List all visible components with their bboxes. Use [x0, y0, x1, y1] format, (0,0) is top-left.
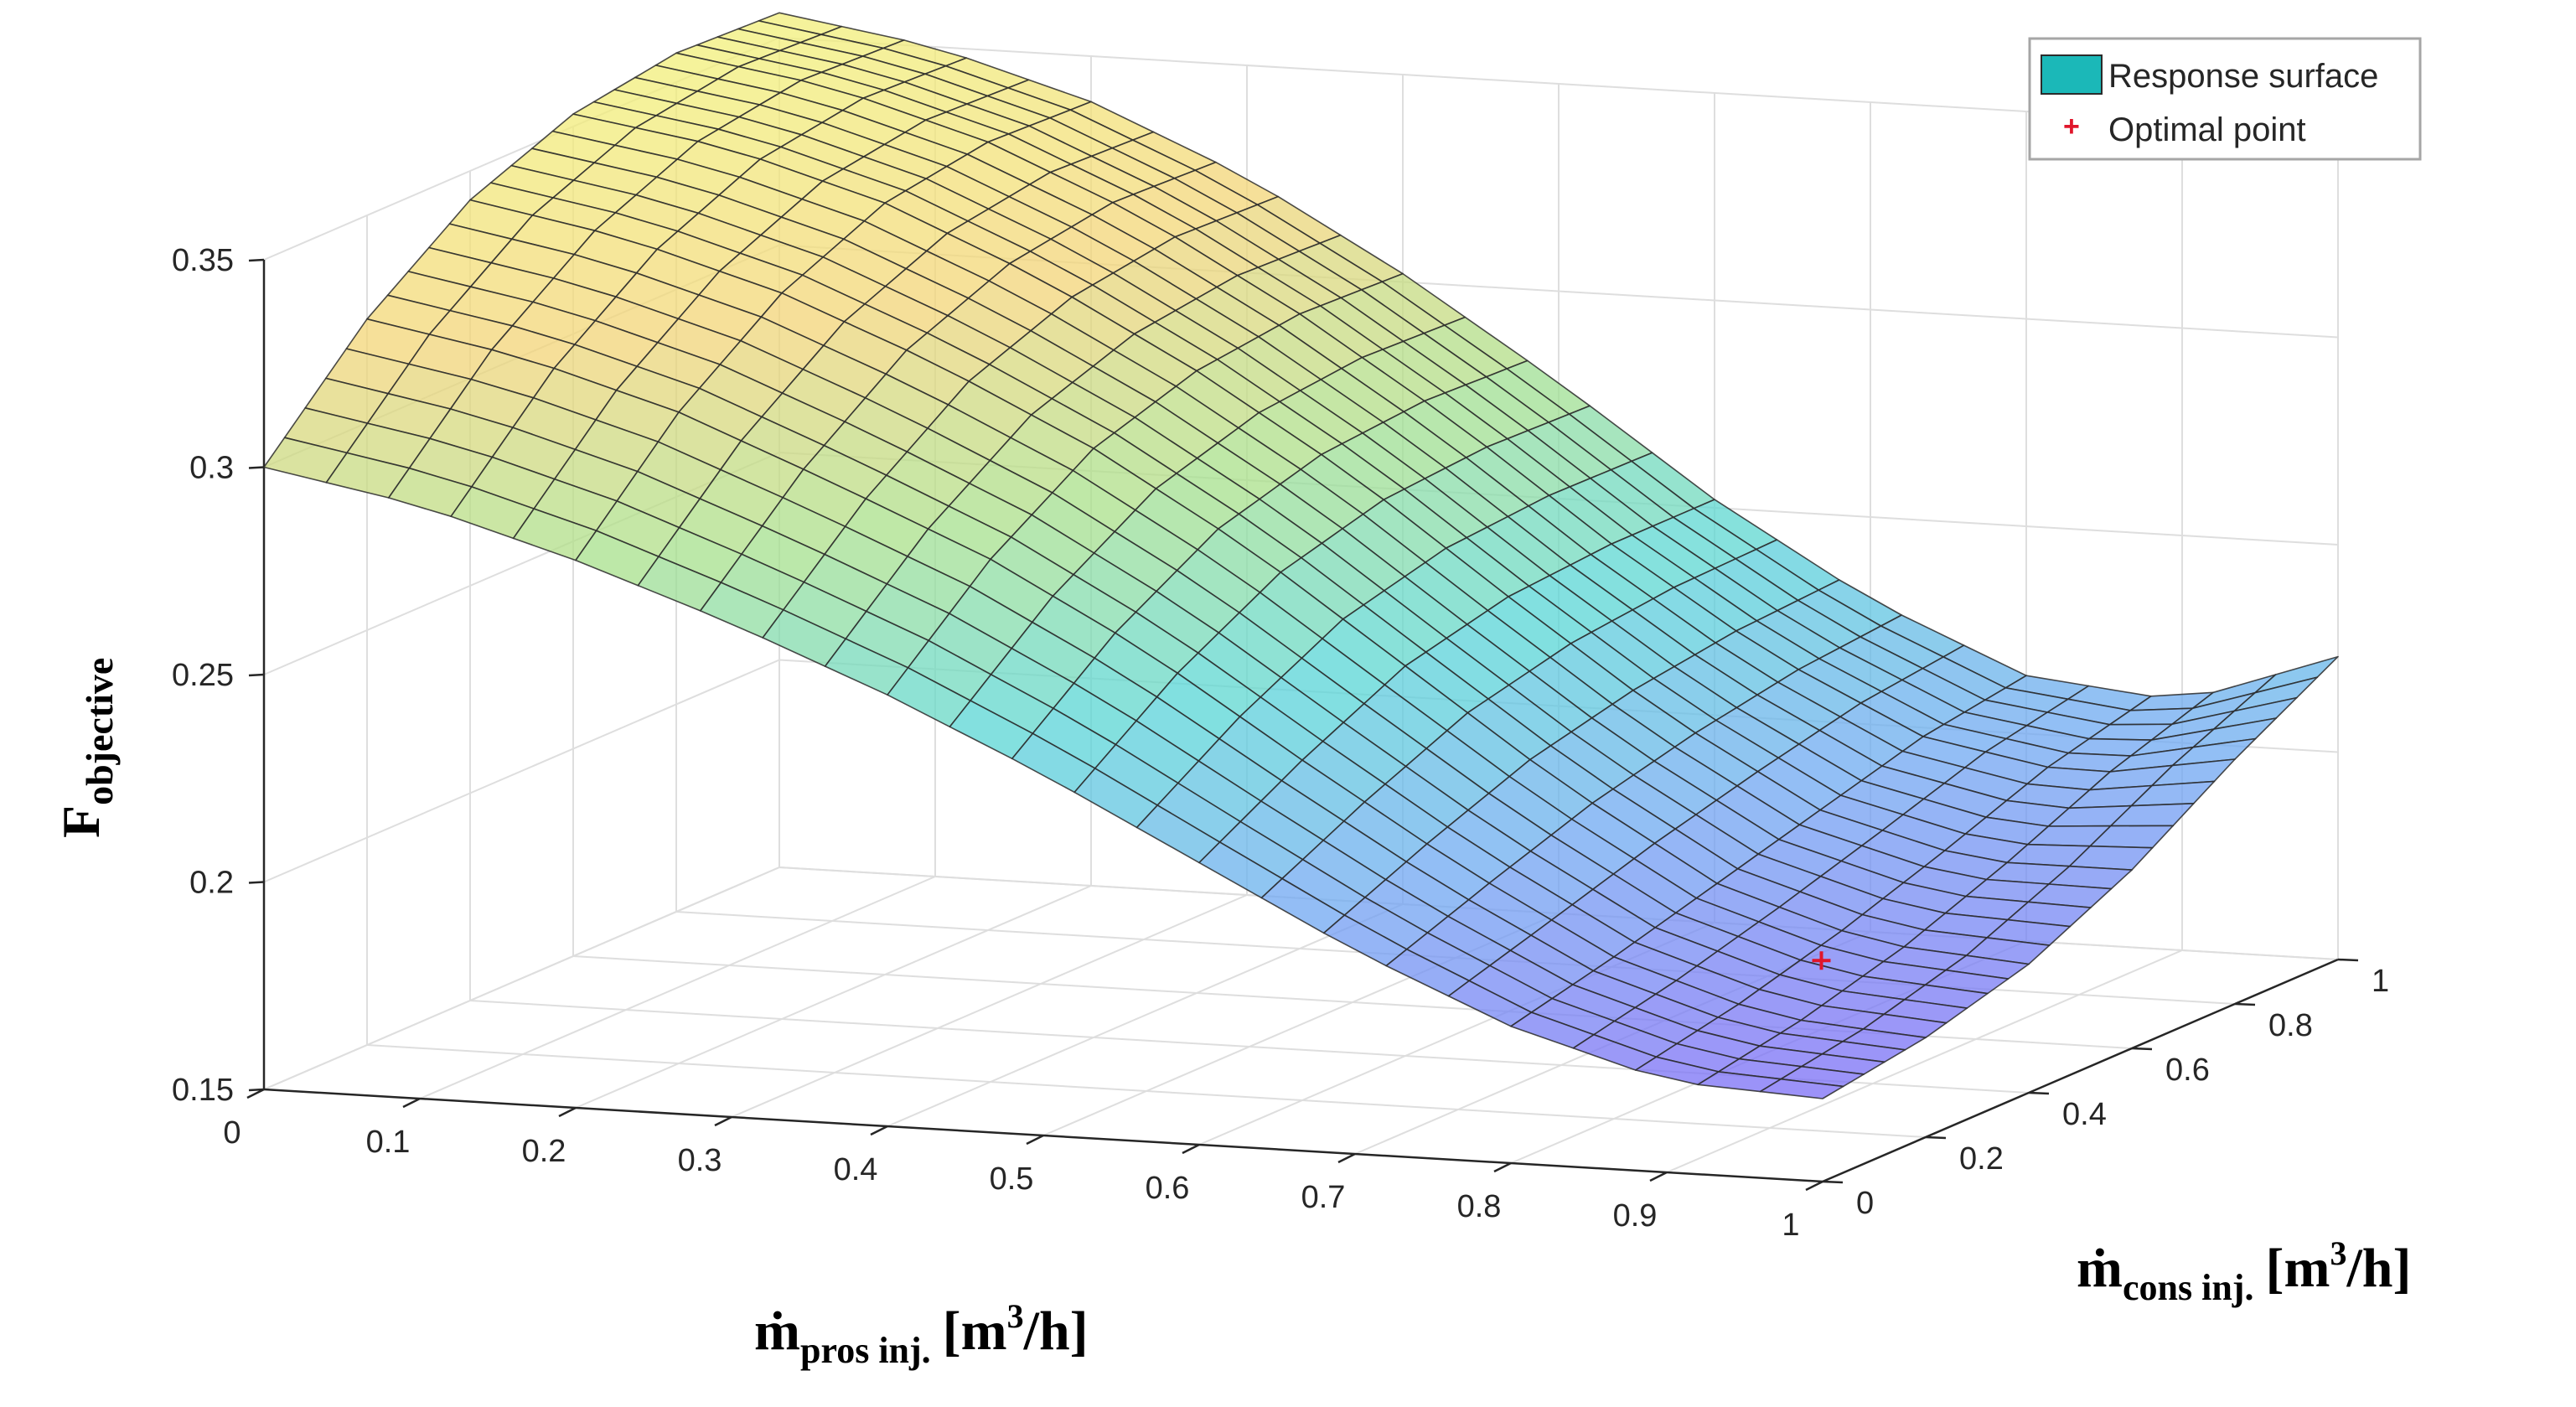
x-tick-mark [246, 1088, 265, 1099]
x-axis-title-unit-sup: 3 [1007, 1297, 1024, 1335]
grid-line-x-floor [731, 894, 1248, 1118]
x-tick-mark [1337, 1152, 1356, 1164]
y-tick-label: 0.2 [1959, 1141, 2004, 1177]
x-tick-label: 0.7 [1301, 1180, 1346, 1215]
x-tick-label: 0.6 [1146, 1171, 1190, 1206]
grid-line-x-floor [1666, 949, 2183, 1173]
x-tick-label: 0.1 [366, 1125, 411, 1160]
grid-line-x-floor [887, 903, 1404, 1127]
grid-line-x-floor [419, 876, 936, 1099]
y-tick-label: 0.4 [2062, 1097, 2107, 1132]
y-axis-title: ṁcons inj. [m3/h] [2077, 1234, 2411, 1308]
z-axis-title-sub: objective [78, 658, 121, 805]
y-tick-mark [2131, 1047, 2153, 1051]
x-axis-title: ṁpros inj. [m3/h] [754, 1297, 1089, 1371]
x-tick-mark [1493, 1161, 1512, 1173]
legend-label-optimal-point: Optimal point [2108, 111, 2306, 148]
surface-layer [263, 12, 2339, 1099]
optimal-point-marker [1812, 951, 1831, 970]
x-tick-label: 1 [1782, 1208, 1799, 1243]
legend: Response surface + Optimal point [2028, 37, 2422, 161]
x-axis-title-sub: pros inj. [800, 1330, 931, 1371]
x-tick-mark [402, 1097, 421, 1109]
surface-patch [1759, 1078, 1844, 1099]
y-tick-label: 0 [1856, 1186, 1874, 1221]
y-tick-mark [2234, 1002, 2256, 1006]
z-tick-mark [248, 258, 265, 262]
y-axis-title-sub: cons inj. [2123, 1267, 2253, 1308]
z-tick-label: 0.15 [172, 1073, 234, 1108]
x-tick-label: 0 [223, 1115, 241, 1151]
y-tick-label: 0.6 [2165, 1053, 2210, 1088]
x-tick-label: 0.3 [678, 1143, 722, 1178]
x-axis-title-main: ṁ [754, 1301, 800, 1362]
tick-layer: 0.15 0.2 0.25 0.3 0.35 0 0.1 0.2 0.3 0.4 0.5 0.6 0.7… [172, 243, 2389, 1243]
x-tick-mark [1182, 1143, 1200, 1155]
x-tick-mark [558, 1106, 577, 1118]
x-tick-label: 0.5 [990, 1161, 1034, 1197]
z-axis-title: Fobjective [51, 658, 121, 838]
y-axis-title-unit-sup: 3 [2330, 1234, 2346, 1272]
x-tick-mark [1805, 1180, 1823, 1192]
marker-layer [1812, 951, 1831, 970]
z-tick-label: 0.2 [189, 866, 234, 901]
z-axis-title-main: F [51, 805, 111, 838]
x-tick-mark [1026, 1134, 1044, 1146]
legend-marker-optimal-point: + [2063, 111, 2080, 142]
y-axis-title-main: ṁ [2077, 1238, 2123, 1299]
y-tick-label: 1 [2372, 964, 2389, 999]
y-axis-line [1822, 958, 2339, 1183]
y-tick-mark [2028, 1091, 2050, 1095]
x-tick-label: 0.9 [1613, 1198, 1658, 1234]
z-tick-label: 0.25 [172, 658, 234, 693]
z-tick-label: 0.35 [172, 243, 234, 278]
legend-label-response-surface: Response surface [2108, 58, 2378, 95]
legend-swatch-response-surface [2041, 54, 2103, 95]
z-tick-mark [248, 881, 265, 884]
z-tick-label: 0.3 [189, 451, 234, 486]
x-tick-label: 0.2 [522, 1134, 566, 1169]
x-tick-mark [714, 1115, 732, 1127]
y-axis-title-unit: [m [2265, 1238, 2330, 1299]
y-tick-label: 0.8 [2268, 1008, 2313, 1043]
x-tick-mark [1649, 1171, 1668, 1182]
x-tick-mark [870, 1125, 888, 1136]
x-tick-label: 0.4 [834, 1152, 878, 1187]
grid-line-y-floor [366, 1044, 1927, 1138]
grid-line-x-floor [575, 885, 1092, 1109]
y-tick-mark [1925, 1135, 1947, 1140]
x-tick-label: 0.8 [1457, 1189, 1502, 1224]
x-axis-title-unit: [m [943, 1301, 1007, 1362]
y-axis-title-unit-end: /h] [2346, 1238, 2411, 1299]
x-axis-title-unit-end: /h] [1023, 1301, 1089, 1362]
